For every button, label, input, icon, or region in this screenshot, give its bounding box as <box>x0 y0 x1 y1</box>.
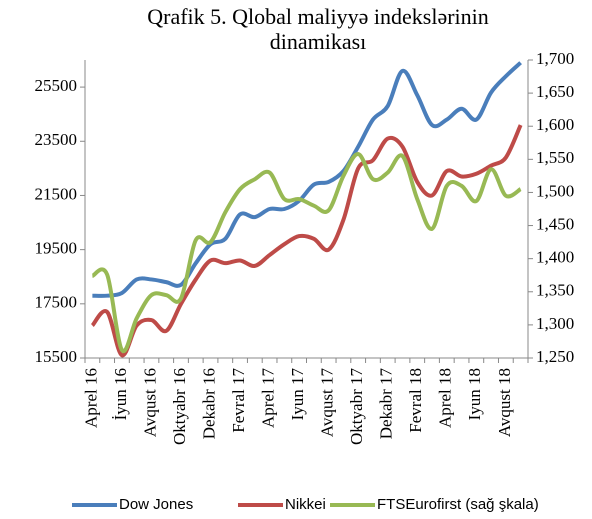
legend-label: FTSEurofirst (sağ şkala) <box>377 496 539 513</box>
series-line <box>92 61 522 298</box>
y2-tick-label: 1,650 <box>536 82 574 101</box>
x-tick-label: İyun 16 <box>111 368 130 420</box>
x-tick-label: Aprel 17 <box>258 368 277 428</box>
legend-label: Dow Jones <box>119 496 193 513</box>
x-tick-label: Avqust 16 <box>140 368 159 437</box>
y2-tick-label: 1,600 <box>536 115 574 134</box>
x-tick-label: Iyun 18 <box>465 368 484 420</box>
chart-title: Qrafik 5. Qlobal maliyyə indekslərinin d… <box>147 4 489 54</box>
y2-tick-label: 1,700 <box>536 49 574 68</box>
x-tick-label: Aprel 18 <box>436 368 455 428</box>
y-tick-label: 19500 <box>35 239 78 258</box>
x-tick-label: Fevral 17 <box>229 368 248 433</box>
y2-tick-label: 1,550 <box>536 148 574 167</box>
x-tick-label: Avqust 17 <box>318 368 337 438</box>
y2-tick-label: 1,300 <box>536 314 574 333</box>
x-tick-label: Fevral 18 <box>406 368 425 433</box>
y2-tick-label: 1,500 <box>536 181 574 200</box>
y2-tick-label: 1,250 <box>536 347 574 366</box>
x-tick-label: Dekabr 17 <box>377 368 396 440</box>
x-tick-label: Avqust 18 <box>495 368 514 437</box>
x-tick-label: Dekabr 16 <box>199 368 218 439</box>
y-tick-label: 21500 <box>35 184 78 203</box>
x-tick-label: Iyun 17 <box>288 368 307 421</box>
y-tick-label: 23500 <box>35 130 78 149</box>
x-tick-label: Oktyabr 17 <box>347 368 366 445</box>
y2-tick-label: 1,350 <box>536 281 574 300</box>
series-line <box>90 124 523 358</box>
series-line <box>91 152 522 354</box>
y-tick-label: 15500 <box>35 347 78 366</box>
y2-tick-label: 1,400 <box>536 248 574 267</box>
x-tick-label: Oktyabr 16 <box>170 368 189 445</box>
x-tick-label: Aprel 16 <box>81 368 100 428</box>
y2-tick-label: 1,450 <box>536 214 574 233</box>
y-tick-label: 17500 <box>35 293 78 312</box>
y-tick-label: 25500 <box>35 76 78 95</box>
legend-label: Nikkei <box>285 496 326 513</box>
